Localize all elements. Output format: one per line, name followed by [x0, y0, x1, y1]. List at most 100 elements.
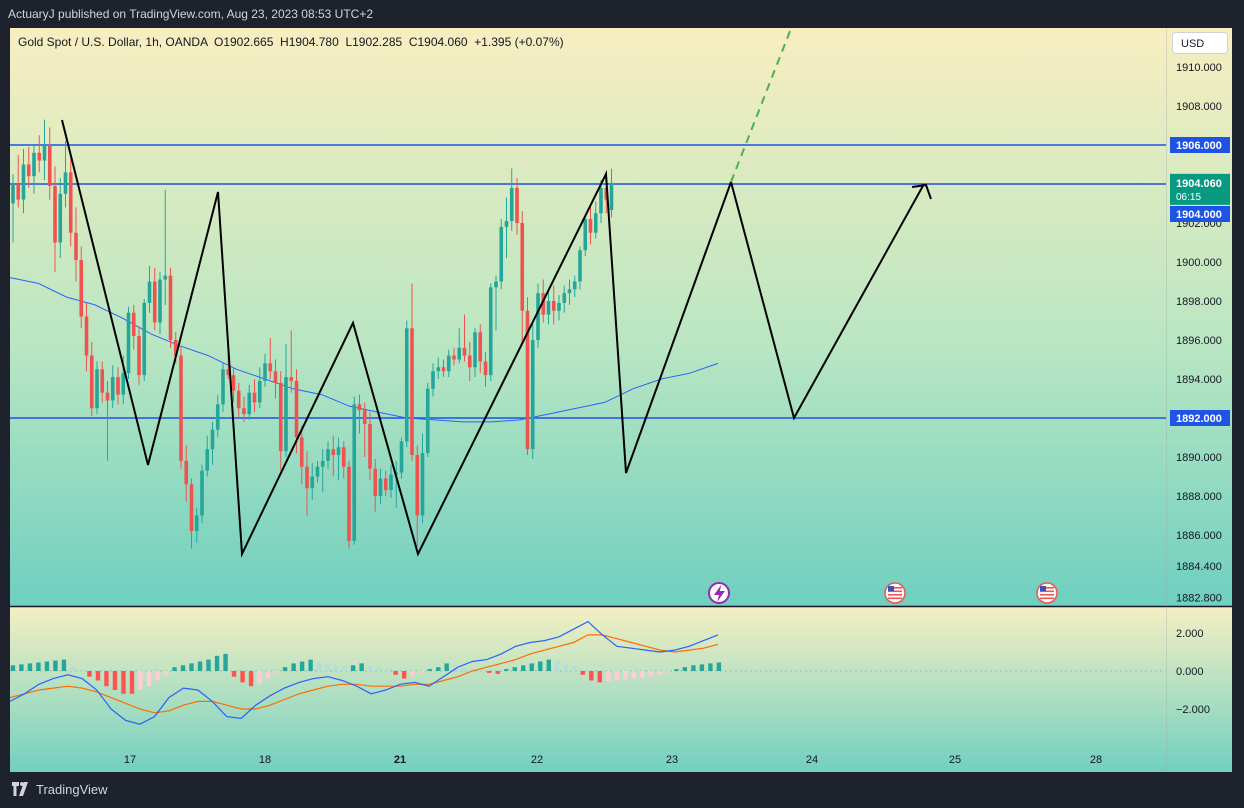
- macd-histogram-bar: [36, 662, 41, 671]
- last-price-label: 1904.060 06:15: [1170, 173, 1230, 205]
- candle: [599, 180, 603, 223]
- candle: [347, 460, 351, 549]
- level-price-label: 1904.000: [1170, 206, 1230, 222]
- candle: [105, 380, 110, 461]
- price-tick-label: 1896.000: [1176, 335, 1222, 347]
- candle: [499, 219, 504, 290]
- macd-histogram-bar: [299, 661, 305, 671]
- macd-histogram-bar: [597, 671, 603, 683]
- currency-button[interactable]: USD: [1172, 32, 1228, 54]
- time-axis-label: 25: [949, 754, 961, 766]
- candle: [152, 267, 157, 331]
- lightning-icon[interactable]: [708, 582, 730, 604]
- macd-histogram-bar: [180, 665, 186, 671]
- candle: [415, 445, 420, 547]
- macd-histogram-bar: [478, 669, 483, 671]
- candle: [200, 464, 204, 524]
- candle: [242, 396, 246, 422]
- event-markers[interactable]: [708, 582, 1058, 604]
- svg-text:1906.000: 1906.000: [1176, 140, 1222, 152]
- macd-histogram-bar: [521, 665, 526, 671]
- macd-histogram-bar: [155, 671, 160, 681]
- macd-histogram-bar: [453, 665, 458, 671]
- candle: [137, 326, 141, 385]
- price-axis[interactable]: 1910.0001908.0001902.0001900.0001898.000…: [1176, 62, 1222, 604]
- macd-histogram-bar: [129, 671, 135, 694]
- candle: [567, 279, 572, 305]
- macd-histogram-bar: [580, 671, 586, 675]
- candle: [163, 189, 168, 305]
- macd-histogram-bar: [172, 667, 177, 671]
- macd-axis-label: 2.000: [1176, 628, 1204, 640]
- candle: [210, 421, 215, 465]
- candle: [236, 382, 241, 418]
- candle: [389, 464, 393, 498]
- macd-histogram-bar: [214, 655, 220, 671]
- us-flag-icon[interactable]: [1036, 582, 1058, 604]
- candle: [462, 314, 467, 362]
- candle: [326, 441, 330, 469]
- price-tick-label: 1898.000: [1176, 296, 1222, 308]
- time-axis-label: 21: [394, 754, 406, 766]
- candle: [11, 174, 15, 243]
- candle: [179, 345, 183, 469]
- macd-histogram-bar: [291, 663, 296, 671]
- candle: [331, 435, 336, 477]
- candle: [530, 322, 535, 459]
- macd-histogram-bar: [555, 661, 560, 671]
- price-tick-label: 1884.400: [1176, 561, 1222, 573]
- candle: [509, 168, 514, 231]
- macd-histogram-bar: [206, 659, 211, 671]
- us-flag-icon[interactable]: [884, 582, 906, 604]
- candle: [425, 382, 430, 457]
- macd-histogram-bar: [487, 671, 492, 673]
- candle: [420, 433, 425, 524]
- candle: [525, 297, 530, 456]
- candle: [257, 367, 262, 409]
- macd-histogram-bar: [44, 661, 50, 671]
- candle: [299, 425, 304, 485]
- macd-histogram-bar: [393, 671, 398, 675]
- macd-histogram-bar: [716, 662, 722, 671]
- candle: [362, 402, 367, 457]
- candle: [37, 135, 42, 173]
- footer-brand: TradingView: [36, 782, 108, 797]
- macd-histogram-bar: [495, 671, 500, 674]
- macd-histogram-bar: [138, 671, 143, 690]
- macd-histogram-bar: [87, 671, 92, 677]
- candle: [84, 302, 89, 372]
- macd-histogram-bar: [189, 663, 194, 671]
- candle: [520, 211, 525, 342]
- candle: [305, 451, 309, 516]
- macd-histogram-bar: [78, 671, 84, 672]
- macd-histogram-bar: [121, 671, 126, 694]
- candle: [42, 119, 47, 181]
- macd-histogram-bar: [197, 661, 203, 671]
- candle: [263, 353, 267, 387]
- candle: [273, 359, 278, 399]
- macd-histogram-bar: [640, 671, 645, 678]
- candle: [221, 363, 225, 413]
- macd-histogram-bar: [623, 671, 628, 680]
- candle: [431, 363, 435, 397]
- time-axis-label: 18: [259, 754, 271, 766]
- candle: [89, 341, 94, 417]
- macd-signal-line: [9, 634, 719, 714]
- candle: [452, 347, 456, 366]
- candle: [467, 341, 472, 381]
- macd-histogram-bar: [461, 667, 466, 671]
- candle: [446, 349, 451, 378]
- macd-histogram-bar: [359, 663, 364, 671]
- candle: [546, 289, 551, 325]
- macd-axis-label: 0.000: [1176, 666, 1204, 678]
- time-axis[interactable]: 17 18 21 22 23 24 25 28: [124, 754, 1102, 766]
- chart-legend-symbol: Gold Spot / U.S. Dollar, 1h, OANDA: [18, 35, 208, 49]
- time-axis-label: 17: [124, 754, 136, 766]
- macd-histogram-bar: [504, 669, 509, 671]
- candle: [404, 320, 409, 448]
- candle: [126, 306, 131, 379]
- candle: [494, 275, 498, 331]
- candle: [116, 367, 120, 405]
- candle: [147, 265, 152, 313]
